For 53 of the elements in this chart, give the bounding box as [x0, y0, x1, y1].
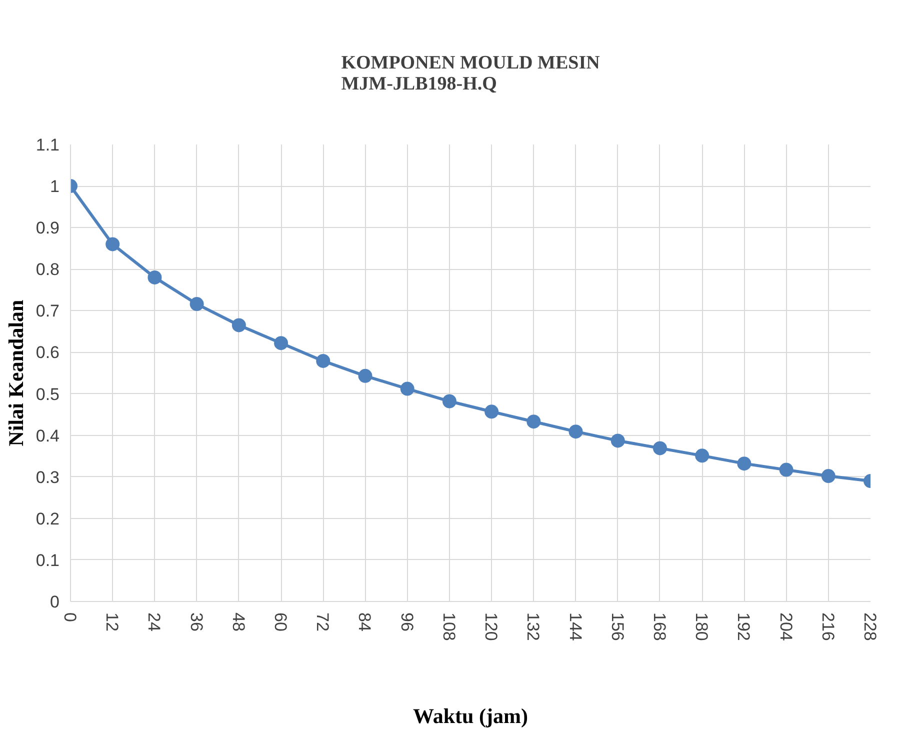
point: [568, 424, 583, 439]
point: [610, 434, 625, 448]
y-tick-label: 1.1: [36, 136, 60, 154]
point: [821, 469, 836, 484]
y-tick-label: 0.9: [36, 218, 60, 238]
x-tick-label: 48: [228, 612, 248, 632]
point: [148, 270, 162, 284]
x-tick-label: 24: [144, 612, 164, 632]
x-tick-label: 144: [566, 612, 585, 641]
y-tick-label: 0.2: [36, 509, 60, 528]
x-tick-label: 156: [608, 612, 627, 641]
x-tick-label: 192: [734, 612, 754, 641]
point: [526, 414, 541, 429]
x-tick-label: 204: [776, 612, 796, 641]
point: [652, 441, 667, 456]
point: [442, 394, 456, 408]
y-tick-label: 0.5: [36, 384, 60, 404]
x-tick-label: 72: [313, 612, 332, 632]
y-axis-title: Nilai Keandalan: [4, 299, 28, 446]
x-tick-label: 216: [818, 612, 838, 641]
point: [358, 368, 372, 383]
point: [737, 456, 752, 471]
x-tick-label: 108: [439, 612, 458, 641]
y-tick-label: 0.7: [36, 302, 60, 321]
point: [316, 354, 330, 368]
point: [695, 448, 710, 463]
point: [190, 297, 204, 312]
x-tick-label: 132: [524, 612, 543, 641]
point: [274, 336, 288, 350]
x-tick-label: 60: [271, 612, 290, 632]
x-tick-label: 36: [186, 612, 206, 632]
point: [106, 237, 120, 252]
x-tick-label: 0: [60, 612, 80, 622]
y-tick-label: 0.4: [36, 426, 60, 446]
point: [484, 404, 499, 419]
x-tick-label: 168: [650, 612, 669, 641]
x-tick-label: 96: [397, 612, 416, 632]
point: [400, 382, 414, 396]
y-tick-label: 0.1: [36, 550, 60, 570]
y-tick-label: 1: [50, 177, 60, 196]
y-tick-label: 0.6: [36, 343, 60, 362]
point: [779, 462, 794, 477]
y-tick-label: 0.8: [36, 260, 60, 280]
x-axis-title: Waktu (jam): [413, 704, 528, 728]
x-tick-label: 84: [355, 612, 374, 632]
x-tick-label: 120: [482, 612, 501, 641]
chart-title: KOMPONEN MOULD MESIN MJM-JLB198-H.Q: [341, 52, 600, 94]
x-tick-label: 180: [692, 612, 712, 641]
y-tick-label: 0.3: [36, 468, 60, 487]
x-tick-label: 12: [102, 612, 122, 632]
y-tick-label: 0: [50, 592, 60, 612]
x-tick-label: 228: [860, 612, 880, 641]
point: [232, 318, 246, 332]
